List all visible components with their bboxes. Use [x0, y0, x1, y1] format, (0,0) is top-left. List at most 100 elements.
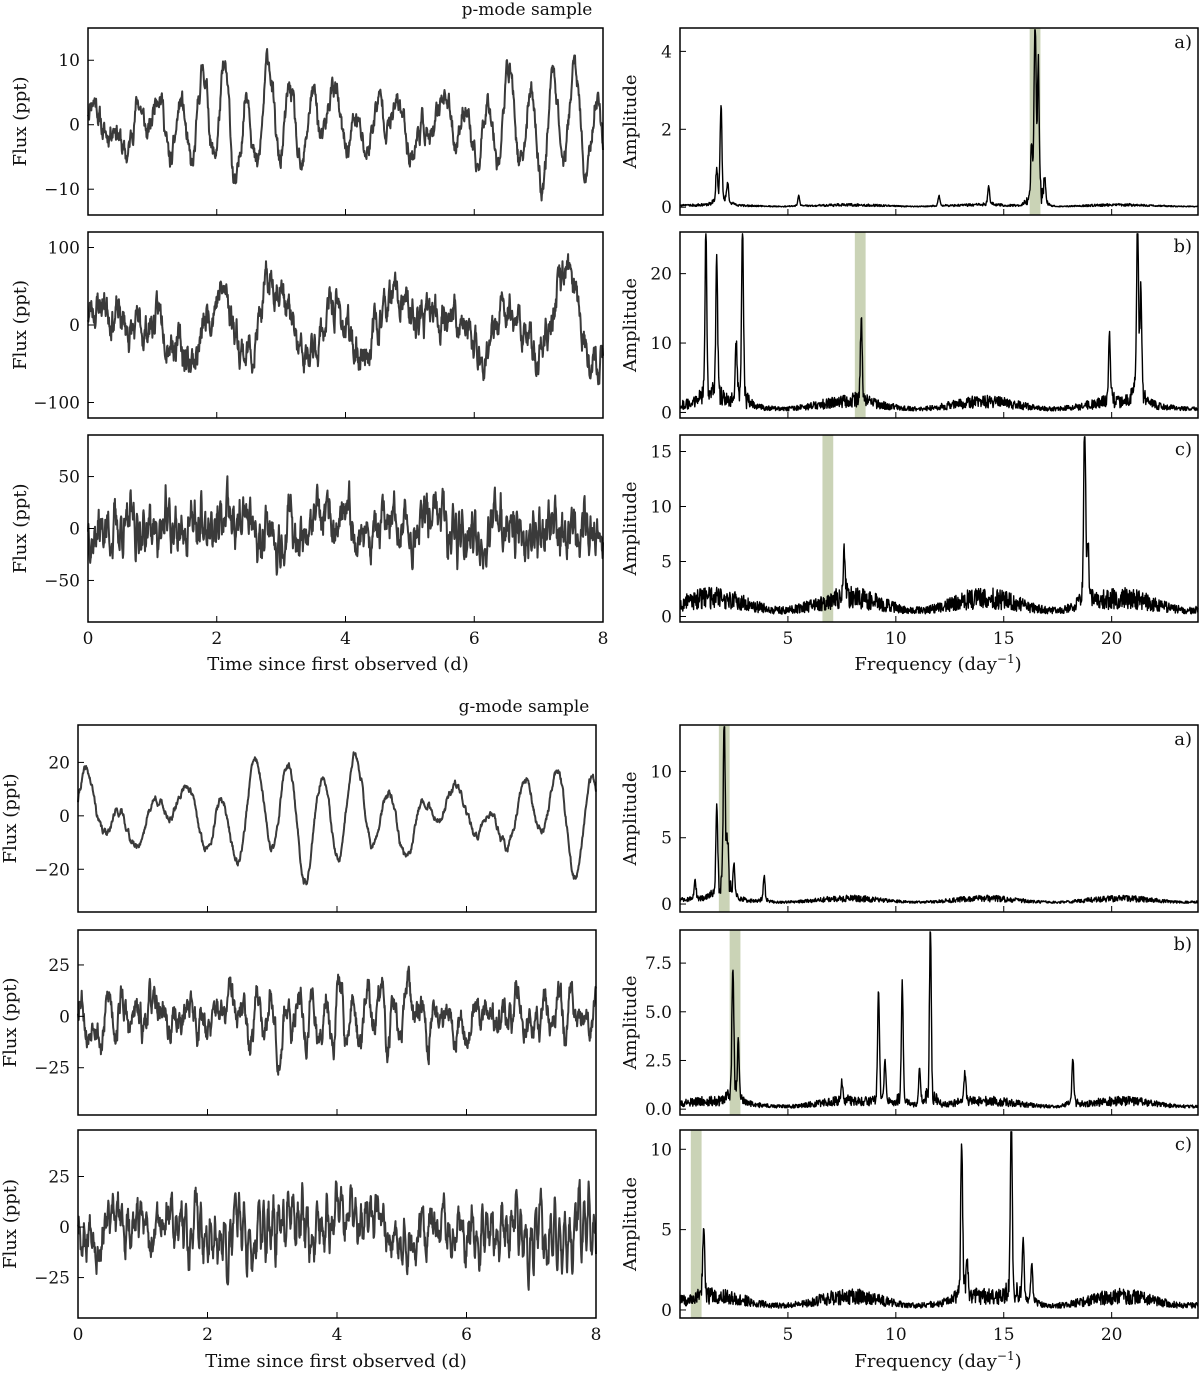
- y-tick-label: 2: [661, 120, 672, 140]
- spectrum-panel-frame: [679, 231, 1199, 419]
- y-axis-label: Flux (ppt): [10, 76, 31, 166]
- spectrum-panel-frame: [679, 27, 1199, 216]
- y-tick-label: 10: [58, 51, 80, 71]
- highlight-band: [854, 232, 866, 418]
- spectrum-panel-frame: [679, 724, 1199, 913]
- y-axis-label: Flux (ppt): [0, 977, 21, 1067]
- y-tick-label: 20: [650, 265, 672, 285]
- y-tick-label: 2.5: [645, 1051, 672, 1071]
- highlight-band: [1029, 28, 1041, 215]
- y-tick-label: 25: [48, 1167, 70, 1187]
- amplitude-spectrum: [679, 726, 1199, 904]
- panel-letter: b): [1173, 934, 1192, 955]
- x-tick-label: 20: [1101, 1325, 1123, 1345]
- y-tick-label: 5: [661, 1221, 672, 1241]
- y-tick-label: 0: [69, 520, 80, 540]
- panel-letter: c): [1175, 1134, 1192, 1155]
- amplitude-spectrum: [679, 29, 1199, 208]
- amplitude-spectrum: [679, 436, 1199, 615]
- highlight-band: [690, 1130, 702, 1318]
- y-tick-label: 10: [650, 1140, 672, 1160]
- y-tick-label: 5: [661, 553, 672, 573]
- section-title-g-mode: g-mode sample: [459, 697, 590, 717]
- flux-trace: [77, 751, 597, 886]
- freq-axis-label-sup: −1: [997, 652, 1015, 666]
- x-tick-label: 8: [591, 1325, 602, 1345]
- y-axis-label: Amplitude: [620, 74, 641, 169]
- panel-letter: c): [1175, 439, 1192, 460]
- x-tick-label: 6: [461, 1325, 472, 1345]
- y-tick-label: 15: [650, 443, 672, 463]
- y-tick-label: 0: [661, 403, 672, 423]
- y-tick-label: 0: [661, 608, 672, 628]
- x-tick-label: 5: [783, 1325, 794, 1345]
- highlight-band: [729, 930, 741, 1115]
- time-panel-1-1: −25 0 25 Flux (ppt): [0, 929, 597, 1116]
- flux-trace: [87, 48, 604, 202]
- y-axis-label: Amplitude: [620, 481, 641, 576]
- y-tick-label: 0: [69, 116, 80, 136]
- spectrum-panel-frame: [679, 1129, 1199, 1319]
- spectrum-panel-frame: [679, 929, 1199, 1116]
- y-axis-label: Amplitude: [620, 771, 641, 866]
- spectrum-panel-0-0: 0 2 4 a) Amplitude: [620, 27, 1199, 218]
- x-tick-label: 2: [202, 1325, 213, 1345]
- time-panel-1-0: −20 0 20 Flux (ppt): [0, 724, 597, 913]
- y-axis-label: Amplitude: [620, 1177, 641, 1272]
- y-tick-label: −25: [34, 1269, 70, 1289]
- time-panel-1-2: −25 0 25 0 2 4 6 8 Flux (ppt): [0, 1129, 602, 1345]
- y-axis-label: Amplitude: [620, 975, 641, 1070]
- spectrum-panel-1-1: 0.0 2.5 5.0 7.5 b) Amplitude: [620, 929, 1199, 1120]
- amplitude-spectrum: [679, 931, 1199, 1109]
- y-tick-label: 0: [69, 316, 80, 336]
- freq-axis-label-sup: −1: [997, 1349, 1015, 1363]
- y-axis-label: Flux (ppt): [0, 773, 21, 863]
- x-tick-label: 5: [783, 629, 794, 649]
- y-tick-label: −100: [33, 394, 80, 414]
- section-title-p-mode: p-mode sample: [462, 0, 593, 20]
- y-tick-label: −20: [34, 860, 70, 880]
- y-tick-label: 0: [59, 1007, 70, 1027]
- y-tick-label: 10: [650, 498, 672, 518]
- time-panel-frame: [77, 929, 597, 1116]
- time-panel-0-0: −10 0 10 Flux (ppt): [10, 27, 604, 216]
- x-tick-label: 0: [73, 1325, 84, 1345]
- y-tick-label: −25: [34, 1059, 70, 1079]
- y-axis-label: Flux (ppt): [10, 483, 31, 573]
- x-tick-label: 10: [885, 1325, 907, 1345]
- x-tick-label: 15: [993, 629, 1015, 649]
- time-axis-label-p: Time since first observed (d): [207, 654, 469, 675]
- time-panel-0-1: −100 0 100 Flux (ppt): [10, 231, 604, 419]
- freq-axis-label-text: Frequency (day: [854, 654, 997, 675]
- spectrum-panel-1-0: 0 5 10 a) Amplitude: [620, 724, 1199, 915]
- panel-letter: b): [1173, 236, 1192, 257]
- y-tick-label: 0: [661, 895, 672, 915]
- freq-axis-label-text: Frequency (day: [854, 1351, 997, 1372]
- amplitude-spectrum: [679, 233, 1199, 412]
- x-tick-label: 8: [598, 629, 609, 649]
- y-tick-label: 5: [661, 829, 672, 849]
- y-tick-label: −50: [44, 571, 80, 591]
- y-tick-label: 4: [661, 42, 672, 62]
- freq-axis-label-g: Frequency (day−1): [854, 1349, 1021, 1372]
- highlight-band: [718, 725, 730, 912]
- time-panel-0-2: −50 0 50 0 2 4 6 8 Flux (ppt): [10, 434, 609, 649]
- y-tick-label: 50: [58, 468, 80, 488]
- freq-axis-label-end: ): [1015, 654, 1022, 675]
- x-tick-label: 10: [885, 629, 907, 649]
- x-tick-label: 6: [469, 629, 480, 649]
- spectrum-panel-frame: [679, 434, 1199, 623]
- panel-letter: a): [1174, 32, 1192, 53]
- x-tick-label: 20: [1101, 629, 1123, 649]
- y-tick-label: 0: [59, 807, 70, 827]
- y-tick-label: 0: [661, 1301, 672, 1321]
- y-tick-label: 0: [59, 1218, 70, 1238]
- y-tick-label: 0.0: [645, 1100, 672, 1120]
- spectrum-panel-0-1: 0 10 20 b) Amplitude: [620, 231, 1199, 423]
- time-panel-frame: [87, 27, 604, 216]
- time-panel-frame: [77, 724, 597, 913]
- y-tick-label: 20: [48, 753, 70, 773]
- x-tick-label: 0: [83, 629, 94, 649]
